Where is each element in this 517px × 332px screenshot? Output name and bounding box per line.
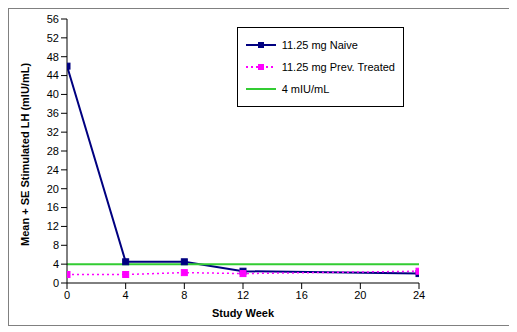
svg-text:48: 48 <box>47 51 59 63</box>
html-text:4 mIU/mL: 4 mIU/mL <box>281 83 330 95</box>
svg-text:32: 32 <box>47 126 59 138</box>
svg-text:56: 56 <box>47 13 59 25</box>
svg-text:0: 0 <box>64 289 70 301</box>
svg-text:Study Week: Study Week <box>212 307 275 319</box>
svg-text:36: 36 <box>47 107 59 119</box>
svg-text:12: 12 <box>237 289 249 301</box>
svg-text:24: 24 <box>413 289 425 301</box>
svg-text:28: 28 <box>47 145 59 157</box>
svg-text:52: 52 <box>47 32 59 44</box>
svg-text:4: 4 <box>123 289 129 301</box>
svg-text:12: 12 <box>47 220 59 232</box>
svg-text:20: 20 <box>47 183 59 195</box>
svg-text:16: 16 <box>296 289 308 301</box>
svg-text:Mean + SE Stimulated LH (mIU/m: Mean + SE Stimulated LH (mIU/mL) <box>19 63 31 246</box>
svg-text:20: 20 <box>354 289 366 301</box>
svg-text:0: 0 <box>53 277 59 289</box>
svg-text:44: 44 <box>47 69 59 81</box>
html-text:11.25 mg Naive: 11.25 mg Naive <box>281 39 358 51</box>
svg-text:8: 8 <box>181 289 187 301</box>
svg-text:16: 16 <box>47 201 59 213</box>
svg-text:24: 24 <box>47 164 59 176</box>
html-text:11.25 mg Prev. Treated: 11.25 mg Prev. Treated <box>281 61 395 73</box>
svg-text:40: 40 <box>47 88 59 100</box>
svg-text:4: 4 <box>53 258 59 270</box>
svg-text:8: 8 <box>53 239 59 251</box>
